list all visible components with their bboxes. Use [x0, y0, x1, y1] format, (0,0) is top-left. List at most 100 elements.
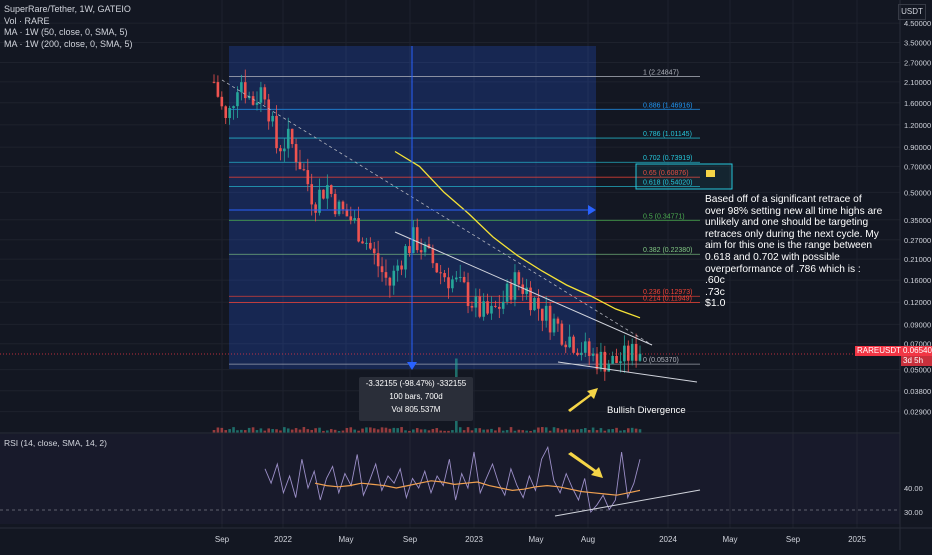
candle-body — [544, 305, 548, 321]
candle-body — [290, 128, 294, 145]
volume-bar — [333, 429, 337, 433]
volume-bar — [224, 430, 228, 433]
legend-title: SuperRare/Tether, 1W, GATEIO — [4, 4, 131, 14]
rsi-band — [0, 434, 900, 524]
volume-bar — [580, 428, 583, 433]
candle-body — [357, 218, 360, 242]
volume-bar — [255, 430, 259, 433]
x-tick-label: 2023 — [465, 535, 483, 544]
candle-body — [329, 185, 333, 194]
bullish-arrow-rsi — [568, 452, 603, 478]
x-tick-label: Aug — [581, 535, 595, 544]
candle-body — [466, 282, 470, 307]
volume-bar — [482, 429, 485, 433]
price-badge: 0.06540 — [901, 346, 932, 356]
volume-bar — [564, 428, 568, 433]
y-tick-label: 0.07000 — [904, 340, 931, 349]
volume-bar — [286, 428, 290, 433]
volume-bar — [587, 429, 591, 433]
volume-bar — [326, 430, 329, 433]
volume-bar — [451, 430, 454, 433]
y-tick-label: 2.70000 — [904, 58, 931, 67]
volume-bar — [310, 429, 314, 433]
volume-bar — [556, 428, 560, 433]
volume-bar — [599, 428, 603, 433]
volume-bar — [623, 430, 626, 433]
volume-bar — [396, 428, 399, 433]
y-tick-label: 0.27000 — [904, 236, 931, 245]
volume-bar — [544, 427, 548, 433]
currency-selector[interactable]: USDT — [898, 4, 926, 20]
volume-bar — [216, 427, 220, 433]
volume-bar — [376, 429, 380, 433]
candle-body — [220, 96, 224, 107]
volume-bar — [365, 427, 368, 433]
candle-body — [525, 287, 528, 294]
candle-body — [611, 355, 614, 364]
volume-bar — [423, 429, 427, 433]
candle-body — [271, 115, 274, 122]
candle-body — [279, 148, 282, 152]
candle-body — [540, 308, 544, 321]
candle-body — [283, 148, 286, 152]
candle-body — [322, 189, 325, 199]
volume-bar — [560, 429, 564, 433]
volume-bar — [591, 427, 595, 433]
volume-bar — [251, 427, 255, 433]
volume-bar — [353, 429, 356, 433]
volume-bar — [630, 427, 634, 433]
volume-bar — [345, 427, 349, 433]
fib-level-label: 0.236 (0.12973) — [643, 289, 692, 296]
volume-bar — [372, 428, 376, 433]
volume-bar — [615, 427, 618, 433]
y-tick-label: 1.60000 — [904, 99, 931, 108]
volume-bar — [314, 428, 317, 433]
volume-bar — [521, 430, 525, 433]
volume-bar — [478, 428, 482, 433]
volume-bar — [408, 430, 411, 433]
volume-bar — [540, 427, 544, 433]
candle-body — [376, 253, 380, 267]
wedge-lower-line — [557, 361, 698, 383]
fib-level-label: 0.702 (0.73919) — [643, 155, 692, 162]
volume-bar — [583, 428, 587, 433]
candle-body — [603, 351, 607, 372]
candle-body — [396, 265, 399, 271]
x-tick-label: Sep — [786, 535, 801, 544]
candle-body — [548, 305, 552, 333]
candle-body — [216, 82, 220, 97]
volume-bar — [466, 427, 470, 433]
y-tick-label: 0.16000 — [904, 276, 931, 285]
candle-body — [529, 287, 532, 311]
legend-ma200: MA · 1W (200, close, 0, SMA, 5) — [4, 38, 133, 49]
measure-arrowhead — [407, 362, 417, 370]
candle-body — [345, 209, 349, 217]
candle-body — [564, 344, 568, 348]
rsi-tick-label: 40.00 — [904, 484, 923, 493]
volume-bar — [236, 430, 239, 433]
volume-bar — [595, 430, 599, 433]
candle-body — [517, 272, 521, 285]
candle-body — [404, 246, 407, 270]
candle-body — [318, 189, 321, 213]
candle-body — [494, 305, 497, 307]
x-tick-label: 2022 — [274, 535, 292, 544]
candle-body — [486, 301, 489, 314]
candle-body — [232, 106, 235, 109]
volume-bar — [290, 429, 294, 433]
candle-body — [353, 218, 356, 221]
candle-body — [490, 305, 493, 314]
volume-bar — [404, 430, 407, 433]
symbol-badge: RAREUSDT — [855, 346, 902, 356]
candle-body — [451, 279, 454, 289]
volume-bar — [329, 429, 333, 433]
candle-body — [224, 106, 228, 119]
candle-body — [439, 272, 442, 274]
volume-bar — [525, 430, 528, 433]
volume-bar — [259, 428, 263, 433]
candle-body — [626, 345, 630, 361]
volume-bar — [263, 430, 267, 433]
candle-body — [423, 244, 427, 253]
